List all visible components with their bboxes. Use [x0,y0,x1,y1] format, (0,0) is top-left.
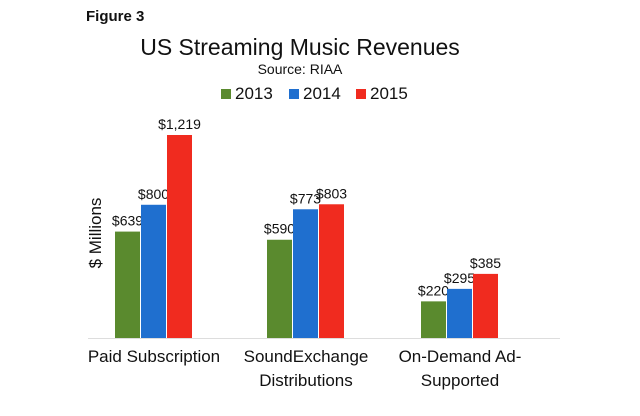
bar-paid-subscription-2015 [167,135,192,338]
legend-swatch-2013 [221,89,231,99]
data-label-soundexchange-distributions-2014: $773 [290,190,321,206]
data-label-soundexchange-distributions-2015: $803 [316,185,347,201]
data-label-on-demand-ad-supported-2013: $220 [418,282,449,298]
category-label-0-line-0: Paid Subscription [88,347,220,366]
data-label-paid-subscription-2014: $800 [138,186,169,202]
chart-title: US Streaming Music Revenues [140,34,460,60]
legend-label-2014: 2014 [303,84,341,103]
category-label-1-line-0: SoundExchange [244,347,369,366]
legend-label-2015: 2015 [370,84,408,103]
bar-on-demand-ad-supported-2014 [447,288,472,338]
figure-label: Figure 3 [86,8,145,25]
legend-label-2013: 2013 [235,84,273,103]
bar-on-demand-ad-supported-2015 [473,273,498,338]
data-label-on-demand-ad-supported-2014: $295 [444,270,475,286]
bar-soundexchange-distributions-2014 [293,209,318,338]
data-label-paid-subscription-2015: $1,219 [158,116,201,132]
category-label-2-line-0: On-Demand Ad- [399,347,522,366]
y-axis-label: $ Millions [86,198,105,269]
bar-soundexchange-distributions-2015 [319,204,344,338]
category-label-1-line-1: Distributions [259,371,353,390]
data-label-on-demand-ad-supported-2015: $385 [470,255,501,271]
bar-soundexchange-distributions-2013 [267,239,292,338]
legend-swatch-2015 [356,89,366,99]
data-label-paid-subscription-2013: $639 [112,213,143,229]
chart-subtitle: Source: RIAA [257,61,343,77]
legend-swatch-2014 [289,89,299,99]
bar-on-demand-ad-supported-2013 [421,301,446,338]
bar-paid-subscription-2014 [141,204,166,338]
bar-paid-subscription-2013 [115,231,140,338]
data-label-soundexchange-distributions-2013: $590 [264,221,295,237]
category-label-2-line-1: Supported [421,371,499,390]
